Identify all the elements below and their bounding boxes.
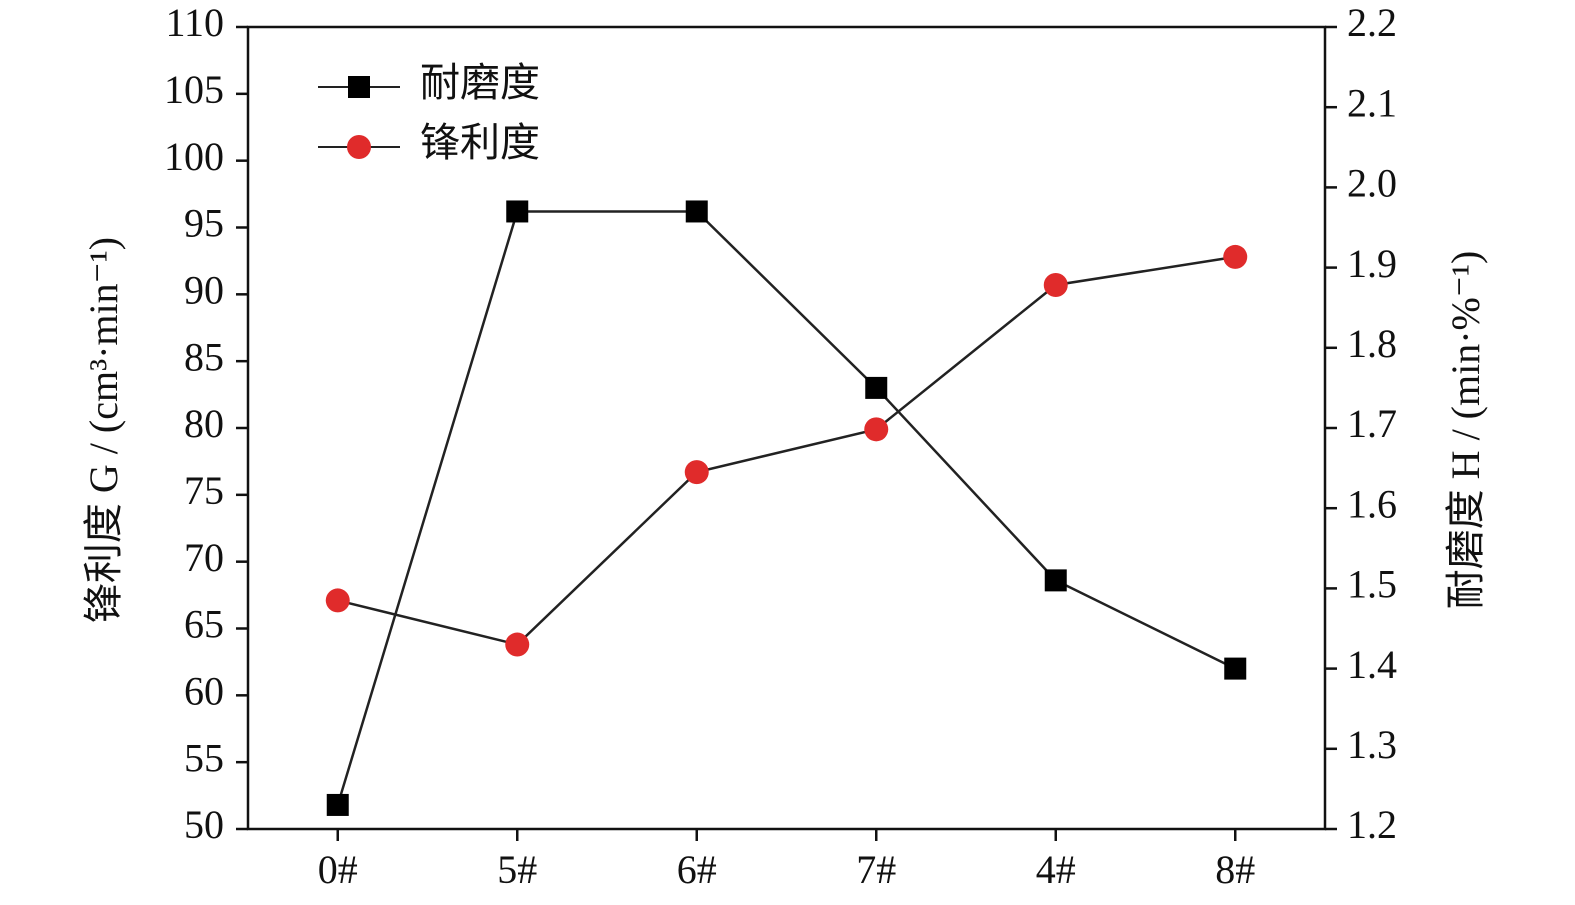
y2-axis-label: 耐磨度 H / (min·%⁻¹) xyxy=(1443,251,1488,610)
x-tick-label: 8# xyxy=(1215,847,1255,892)
plot-frame xyxy=(246,25,1327,831)
marker xyxy=(1223,244,1248,269)
x-tick-label: 5# xyxy=(497,847,537,892)
y2-tick-label: 2.2 xyxy=(1347,0,1397,45)
y2-tick-label: 1.6 xyxy=(1347,481,1397,526)
marker xyxy=(325,588,350,613)
y-tick-label: 65 xyxy=(184,602,224,647)
x-tick-label: 7# xyxy=(856,847,896,892)
marker xyxy=(326,793,349,816)
legend-marker xyxy=(348,76,370,98)
marker xyxy=(1044,569,1067,592)
legend-label: 锋利度 xyxy=(420,120,540,165)
y-tick-label: 95 xyxy=(184,201,224,246)
y2-tick-label: 1.8 xyxy=(1347,321,1397,366)
marker xyxy=(865,376,888,399)
y-axis-label: 锋利度 G / (cm³·min⁻¹) xyxy=(81,237,126,623)
y2-tick-label: 1.9 xyxy=(1347,241,1397,286)
legend-label: 耐磨度 xyxy=(420,60,540,105)
marker xyxy=(685,200,708,223)
y2-tick-label: 1.3 xyxy=(1347,722,1397,767)
y-tick-label: 60 xyxy=(184,669,224,714)
marker xyxy=(864,417,889,442)
y-tick-label: 110 xyxy=(165,0,224,45)
x-tick-label: 6# xyxy=(677,847,717,892)
marker xyxy=(506,200,529,223)
series-line xyxy=(336,210,1236,806)
marker xyxy=(1224,657,1247,680)
y2-tick-label: 1.5 xyxy=(1347,562,1397,607)
marker xyxy=(505,632,530,657)
y-tick-label: 80 xyxy=(184,401,224,446)
y-tick-label: 75 xyxy=(184,468,224,513)
series-line xyxy=(337,255,1236,646)
y-tick-label: 100 xyxy=(164,134,224,179)
y2-tick-label: 1.7 xyxy=(1347,401,1397,446)
y2-tick-label: 1.4 xyxy=(1347,642,1397,687)
x-tick-label: 4# xyxy=(1036,847,1076,892)
y-tick-label: 85 xyxy=(184,334,224,379)
y2-tick-label: 2.1 xyxy=(1347,80,1397,125)
marker xyxy=(684,460,709,485)
y-tick-label: 90 xyxy=(184,268,224,313)
y2-tick-label: 2.0 xyxy=(1347,161,1397,206)
y-tick-label: 55 xyxy=(184,735,224,780)
y2-tick-label: 1.2 xyxy=(1347,802,1397,847)
marker xyxy=(1043,272,1068,297)
x-tick-label: 0# xyxy=(318,847,358,892)
y-tick-label: 105 xyxy=(164,67,224,112)
legend-marker xyxy=(347,135,371,159)
y-tick-label: 50 xyxy=(184,802,224,847)
y-tick-label: 70 xyxy=(184,535,224,580)
